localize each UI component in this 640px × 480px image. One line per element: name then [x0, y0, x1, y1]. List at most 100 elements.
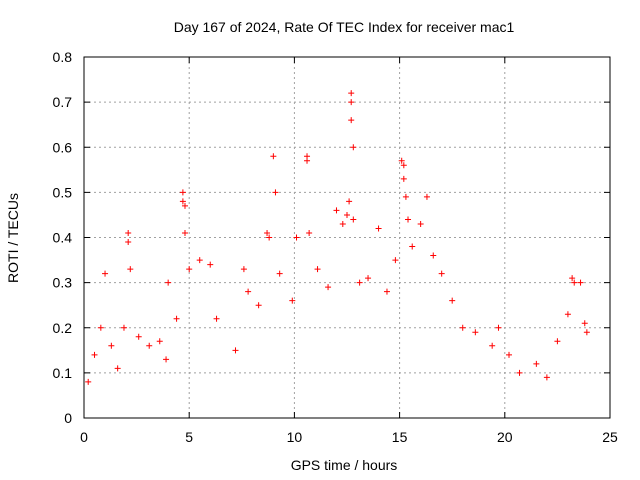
data-point — [114, 365, 121, 372]
data-point — [583, 329, 590, 336]
plot-border — [83, 56, 611, 419]
data-point — [255, 302, 262, 309]
data-point — [346, 198, 353, 205]
x-axis-ticks: 0 5 10 15 20 25 — [80, 57, 618, 445]
data-point — [348, 99, 355, 106]
data-point — [173, 315, 180, 322]
data-point — [125, 229, 132, 236]
data-point — [577, 279, 584, 286]
data-point — [245, 288, 252, 295]
data-point — [179, 198, 186, 205]
data-point — [383, 288, 390, 295]
data-point — [430, 252, 437, 259]
data-point — [270, 153, 277, 160]
data-point — [293, 234, 300, 241]
data-point — [459, 324, 466, 331]
data-point — [348, 117, 355, 124]
data-point — [196, 257, 203, 264]
data-points — [85, 90, 590, 385]
x-tick-label: 10 — [287, 429, 303, 445]
data-point — [272, 189, 279, 196]
y-tick-label: 0.4 — [53, 230, 73, 246]
data-point — [181, 202, 188, 209]
data-point — [146, 342, 153, 349]
data-point — [127, 266, 134, 273]
data-point — [392, 257, 399, 264]
data-point — [102, 270, 109, 277]
data-point — [135, 333, 142, 340]
data-point — [405, 216, 412, 223]
data-point — [356, 279, 363, 286]
data-point — [402, 193, 409, 200]
grid-lines — [84, 57, 610, 418]
data-point — [554, 338, 561, 345]
data-point — [85, 378, 92, 385]
data-point — [581, 320, 588, 327]
x-tick-label: 0 — [80, 429, 88, 445]
data-point — [489, 342, 496, 349]
data-point — [398, 157, 405, 164]
y-axis-label: ROTI / TECUs — [5, 193, 21, 283]
y-tick-label: 0.6 — [53, 139, 73, 155]
data-point — [125, 239, 132, 246]
data-point — [156, 338, 163, 345]
x-tick-label: 25 — [602, 429, 618, 445]
data-point — [276, 270, 283, 277]
data-point — [571, 279, 578, 286]
data-point — [409, 243, 416, 250]
data-point — [264, 229, 271, 236]
data-point — [365, 275, 372, 282]
x-axis-label: GPS time / hours — [291, 457, 398, 473]
data-point — [179, 189, 186, 196]
data-point — [400, 162, 407, 169]
y-tick-label: 0 — [64, 410, 72, 426]
data-point — [350, 216, 357, 223]
data-point — [348, 90, 355, 97]
y-tick-label: 0.1 — [53, 365, 73, 381]
data-point — [516, 369, 523, 376]
data-point — [108, 342, 115, 349]
data-point — [564, 311, 571, 318]
data-point — [213, 315, 220, 322]
data-point — [163, 356, 170, 363]
data-point — [306, 229, 313, 236]
y-tick-label: 0.5 — [53, 184, 73, 200]
data-point — [400, 175, 407, 182]
x-tick-label: 5 — [185, 429, 193, 445]
data-point — [266, 234, 273, 241]
data-point — [506, 351, 513, 358]
data-point — [569, 275, 576, 282]
data-point — [543, 374, 550, 381]
data-point — [304, 157, 311, 164]
data-point — [350, 144, 357, 151]
data-point — [207, 261, 214, 268]
data-point — [232, 347, 239, 354]
data-point — [438, 270, 445, 277]
data-point — [344, 211, 350, 218]
y-tick-label: 0.3 — [53, 275, 73, 291]
data-point — [339, 220, 346, 227]
data-point — [533, 360, 540, 367]
data-point — [495, 324, 502, 331]
data-point — [120, 324, 127, 331]
data-point — [289, 297, 296, 304]
chart-title: Day 167 of 2024, Rate Of TEC Index for r… — [174, 19, 515, 35]
data-point — [417, 220, 424, 227]
data-point — [449, 297, 456, 304]
data-point — [423, 193, 430, 200]
data-point — [91, 351, 98, 358]
data-point — [97, 324, 104, 331]
x-tick-label: 15 — [392, 429, 408, 445]
data-point — [186, 266, 193, 273]
data-point — [165, 279, 172, 286]
data-point — [314, 266, 321, 273]
data-point — [181, 229, 188, 236]
y-axis-ticks: 0 0.1 0.2 0.3 0.4 0.5 0.6 0.7 0.8 — [53, 49, 610, 426]
data-point — [472, 329, 479, 336]
x-tick-label: 20 — [497, 429, 513, 445]
data-point — [375, 225, 382, 232]
data-point — [325, 284, 332, 291]
data-point — [240, 266, 247, 273]
data-point — [333, 207, 340, 214]
